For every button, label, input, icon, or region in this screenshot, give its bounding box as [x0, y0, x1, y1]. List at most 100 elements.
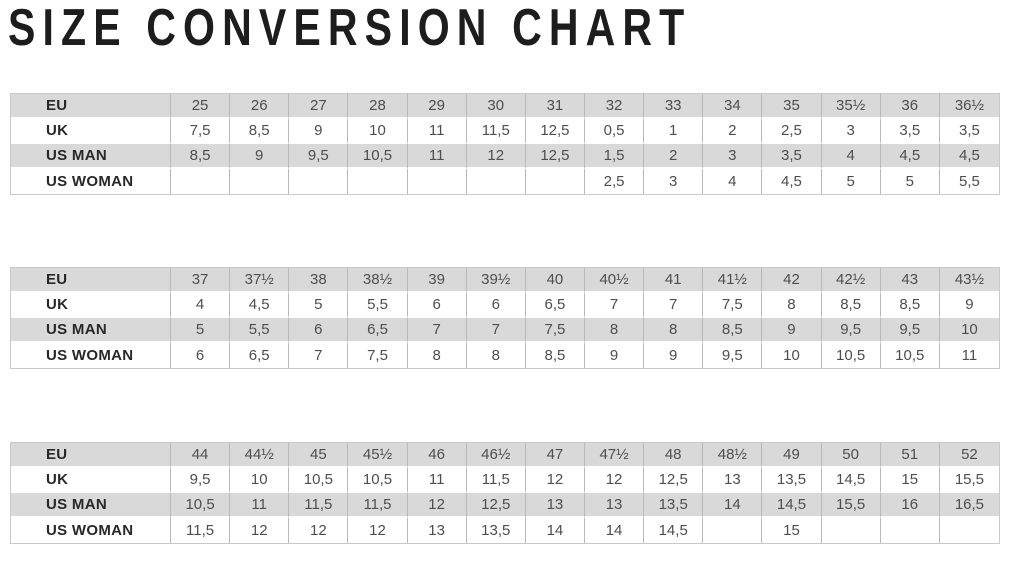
size-cell: 38: [289, 268, 349, 293]
size-cell: 0,5: [584, 119, 645, 144]
size-cell: 12: [407, 493, 467, 518]
size-cell: 9,5: [880, 318, 940, 343]
size-cell: 10: [348, 119, 408, 144]
size-cell: 3: [644, 169, 704, 194]
size-conversion-table-1: EU 25 26 27 28 29 30 31 32 33 34 35 35½ 36 36½ UK 7,5 8,5…: [10, 93, 1000, 195]
size-cell: 8: [584, 318, 645, 343]
size-cell: 2,5: [762, 119, 822, 144]
size-cell: 11,5: [466, 468, 526, 493]
row-label: US WOMAN: [11, 343, 171, 368]
size-cell: 32: [584, 94, 645, 119]
size-cell: 13: [584, 493, 645, 518]
table-row: US MAN 8,5 9 9,5 10,5 11 12 12,5 1,5 2 3 3,5 4 4,5 4,5: [11, 144, 999, 169]
size-cell: 34: [703, 94, 763, 119]
size-cell: 6: [171, 343, 231, 368]
size-cell: [939, 518, 999, 543]
size-cell: 51: [880, 443, 940, 468]
row-label: US WOMAN: [11, 518, 171, 543]
size-cell: 13,5: [762, 468, 822, 493]
row-label: UK: [11, 119, 171, 144]
size-cell: 8: [644, 318, 704, 343]
size-cell: 30: [466, 94, 526, 119]
table-row: US MAN 10,5 11 11,5 11,5 12 12,5 13 13 13,5 14 14,5…: [11, 493, 999, 518]
size-cell: 10,5: [348, 144, 408, 169]
table-row: EU 25 26 27 28 29 30 31 32 33 34 35 35½ 36 36½: [11, 94, 999, 119]
size-cell: 6,5: [230, 343, 290, 368]
size-cell: 5: [880, 169, 940, 194]
size-cell: 9,5: [289, 144, 349, 169]
size-cell: [289, 169, 349, 194]
size-cell: 36: [880, 94, 940, 119]
size-cell: 12,5: [644, 468, 704, 493]
row-label: US MAN: [11, 318, 171, 343]
size-cell: [171, 169, 231, 194]
size-cell: [821, 518, 881, 543]
size-cell: 26: [230, 94, 290, 119]
size-cell: 52: [939, 443, 999, 468]
size-cell: 12: [466, 144, 526, 169]
size-cell: 8: [762, 293, 822, 318]
size-cell: 10,5: [821, 343, 881, 368]
table-row: EU 37 37½ 38 38½ 39 39½ 40 40½ 41 41½ 42 42½ 43 43½: [11, 268, 999, 293]
size-cell: 15: [762, 518, 822, 543]
size-cell: [407, 169, 467, 194]
size-cell: 44½: [230, 443, 290, 468]
size-cell: 50: [821, 443, 881, 468]
size-cell: 6: [289, 318, 349, 343]
size-cell: 39½: [466, 268, 526, 293]
table-row: US WOMAN 6 6,5 7 7,5 8 8 8,5 9 9 9,5 10 10,5 10,5 11: [11, 343, 999, 368]
size-cell: 43½: [939, 268, 999, 293]
size-cell: 9,5: [821, 318, 881, 343]
size-cell: 6: [407, 293, 467, 318]
size-cell: 15,5: [821, 493, 881, 518]
size-cell: 8,5: [525, 343, 585, 368]
size-cell: 1: [644, 119, 704, 144]
size-cell: 4,5: [880, 144, 940, 169]
size-cell: 29: [407, 94, 467, 119]
size-cell: 14,5: [762, 493, 822, 518]
row-label: US WOMAN: [11, 169, 171, 194]
size-cell: 3: [703, 144, 763, 169]
row-label: US MAN: [11, 144, 171, 169]
size-cell: 4,5: [762, 169, 822, 194]
size-cell: 10,5: [348, 468, 408, 493]
size-cell: 36½: [939, 94, 999, 119]
size-cell: 49: [762, 443, 822, 468]
size-cell: [230, 169, 290, 194]
size-cell: 45: [289, 443, 349, 468]
size-cell: 39: [407, 268, 467, 293]
row-label: EU: [11, 268, 171, 293]
size-cell: [348, 169, 408, 194]
size-cell: 11: [939, 343, 999, 368]
size-cell: 16,5: [939, 493, 999, 518]
size-cell: 11,5: [348, 493, 408, 518]
size-cell: 7,5: [703, 293, 763, 318]
row-label: UK: [11, 468, 171, 493]
size-cell: 8: [407, 343, 467, 368]
size-cell: 28: [348, 94, 408, 119]
size-cell: 7,5: [348, 343, 408, 368]
table-row: EU 44 44½ 45 45½ 46 46½ 47 47½ 48 48½ 49 50 51 52: [11, 443, 999, 468]
size-cell: 37½: [230, 268, 290, 293]
size-cell: 8,5: [230, 119, 290, 144]
size-cell: 9: [289, 119, 349, 144]
size-cell: 8,5: [821, 293, 881, 318]
size-cell: 11: [407, 119, 467, 144]
row-label: EU: [11, 443, 171, 468]
size-cell: 41: [644, 268, 704, 293]
size-cell: 47½: [584, 443, 645, 468]
size-cell: 11: [407, 468, 467, 493]
size-cell: 7,5: [171, 119, 231, 144]
size-cell: 1,5: [584, 144, 645, 169]
size-cell: 5: [289, 293, 349, 318]
size-cell: 48½: [703, 443, 763, 468]
size-cell: 5: [821, 169, 881, 194]
size-cell: 10,5: [880, 343, 940, 368]
table-row: UK 9,5 10 10,5 10,5 11 11,5 12 12 12,5 13 13,5 14,5 1…: [11, 468, 999, 493]
size-cell: 31: [525, 94, 585, 119]
size-cell: 37: [171, 268, 231, 293]
table-row: UK 7,5 8,5 9 10 11 11,5 12,5 0,5 1 2 2,5 3 3,5 3,5: [11, 119, 999, 144]
size-cell: 9: [230, 144, 290, 169]
size-cell: 12: [348, 518, 408, 543]
row-label: US MAN: [11, 493, 171, 518]
